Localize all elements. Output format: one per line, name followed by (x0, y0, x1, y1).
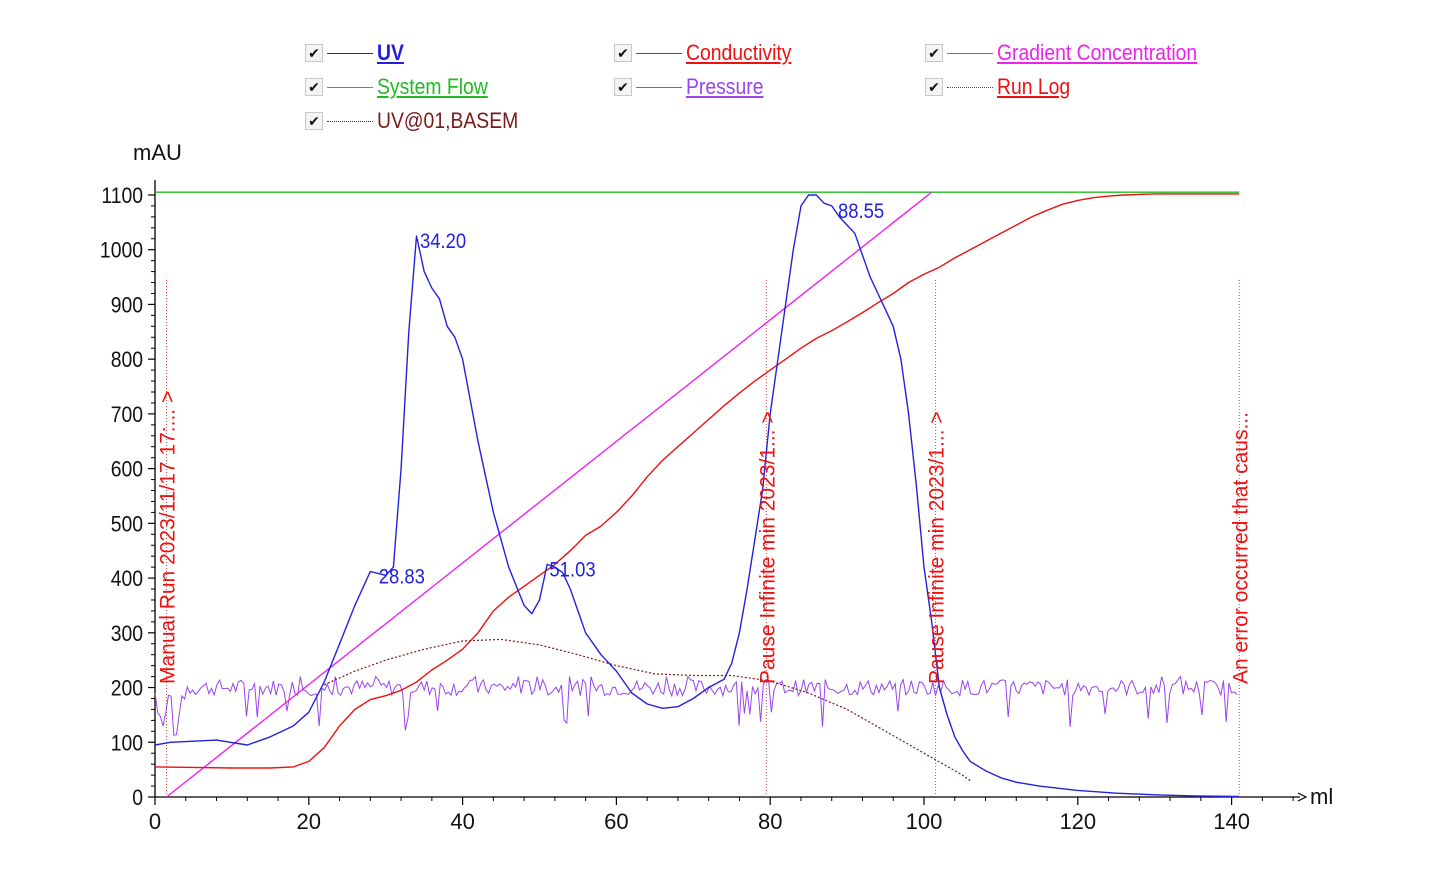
x-tick-label: 80 (758, 809, 782, 834)
legend-label-conductivity[interactable]: Conductivity (686, 40, 792, 65)
x-tick-label: 140 (1213, 809, 1250, 834)
peak-label: 28.83 (379, 565, 425, 588)
run-log-label: An error occurred that caus... (1229, 412, 1252, 684)
legend-label-runlog[interactable]: Run Log (997, 74, 1071, 99)
legend-item-basem[interactable]: ✔ UV@01,BASEM (305, 106, 538, 136)
series-layer (154, 191, 1240, 798)
legend-item-pressure[interactable]: ✔ Pressure (614, 72, 774, 102)
series-uv (154, 194, 1240, 798)
x-tick-label: 120 (1059, 809, 1096, 834)
peak-label: 34.20 (420, 230, 466, 253)
axes: 0 100 200 300 400 500 600 700 800 900 1000 1100 0 20 4… (100, 140, 1333, 834)
legend-label-flow[interactable]: System Flow (377, 74, 488, 99)
y-tick-label: 300 (111, 622, 143, 646)
legend-item-flow[interactable]: ✔ System Flow (305, 72, 503, 102)
y-tick-label: 200 (111, 676, 143, 700)
legend-checkbox-pressure[interactable]: ✔ (614, 78, 632, 96)
legend-swatch-runlog (947, 86, 993, 88)
legend-checkbox-basem[interactable]: ✔ (305, 112, 323, 130)
run-log-label: Manual Run 2023/11/17 17:... > (157, 391, 180, 684)
legend-label-gradient[interactable]: Gradient Concentration (997, 40, 1198, 65)
legend-label-pressure[interactable]: Pressure (686, 74, 764, 99)
legend-swatch-basem (327, 120, 373, 122)
chart-legend: ✔ UV ✔ Conductivity ✔ Gradient Concentration ✔… (0, 0, 1434, 140)
y-tick-label: 700 (111, 403, 143, 427)
legend-item-conductivity[interactable]: ✔ Conductivity (614, 38, 806, 68)
y-tick-label: 800 (111, 348, 143, 372)
peak-label: 88.55 (838, 200, 884, 223)
legend-checkbox-flow[interactable]: ✔ (305, 78, 323, 96)
legend-swatch-uv (327, 52, 373, 54)
peak-label: 51.03 (549, 558, 595, 581)
y-tick-label: 1000 (100, 239, 143, 263)
series-gradient (166, 191, 933, 798)
x-axis-label: ml (1310, 784, 1333, 809)
x-tick-label: 100 (906, 809, 943, 834)
y-tick-label: 1100 (101, 184, 143, 208)
y-axis-label: mAU (133, 140, 182, 165)
y-tick-label: 100 (111, 731, 143, 755)
legend-swatch-conductivity (636, 52, 682, 54)
legend-checkbox-gradient[interactable]: ✔ (925, 44, 943, 62)
legend-item-gradient[interactable]: ✔ Gradient Concentration (925, 38, 1224, 68)
legend-label-uv[interactable]: UV (377, 40, 404, 65)
x-tick-label: 0 (149, 809, 161, 834)
run-log-label: Pause Infinite min 2023/1... > (926, 411, 949, 684)
legend-checkbox-uv[interactable]: ✔ (305, 44, 323, 62)
series-conductivity (154, 193, 1240, 769)
y-tick-label: 0 (132, 786, 143, 810)
legend-item-uv[interactable]: ✔ UV (305, 38, 408, 68)
y-tick-label: 600 (111, 458, 143, 482)
series-uv-basem (323, 638, 971, 782)
y-tick-label: 400 (111, 567, 143, 591)
run-log-label: Pause Infinite min 2023/1... > (756, 411, 779, 684)
x-tick-label: 60 (604, 809, 628, 834)
labels-layer: 28.83 34.20 51.03 88.55 Manual Run 2023/11/1… (157, 200, 1253, 684)
legend-checkbox-runlog[interactable]: ✔ (925, 78, 943, 96)
y-tick-label: 500 (111, 512, 143, 536)
y-tick-label: 900 (111, 293, 143, 317)
legend-swatch-pressure (636, 86, 682, 88)
legend-swatch-gradient (947, 52, 993, 54)
legend-swatch-flow (327, 86, 373, 88)
x-axis-arrow (1297, 792, 1308, 802)
legend-item-runlog[interactable]: ✔ Run Log (925, 72, 1080, 102)
x-tick-label: 40 (450, 809, 474, 834)
x-tick-label: 20 (297, 809, 321, 834)
legend-checkbox-conductivity[interactable]: ✔ (614, 44, 632, 62)
legend-label-basem[interactable]: UV@01,BASEM (377, 108, 519, 133)
series-pressure (154, 675, 1238, 736)
